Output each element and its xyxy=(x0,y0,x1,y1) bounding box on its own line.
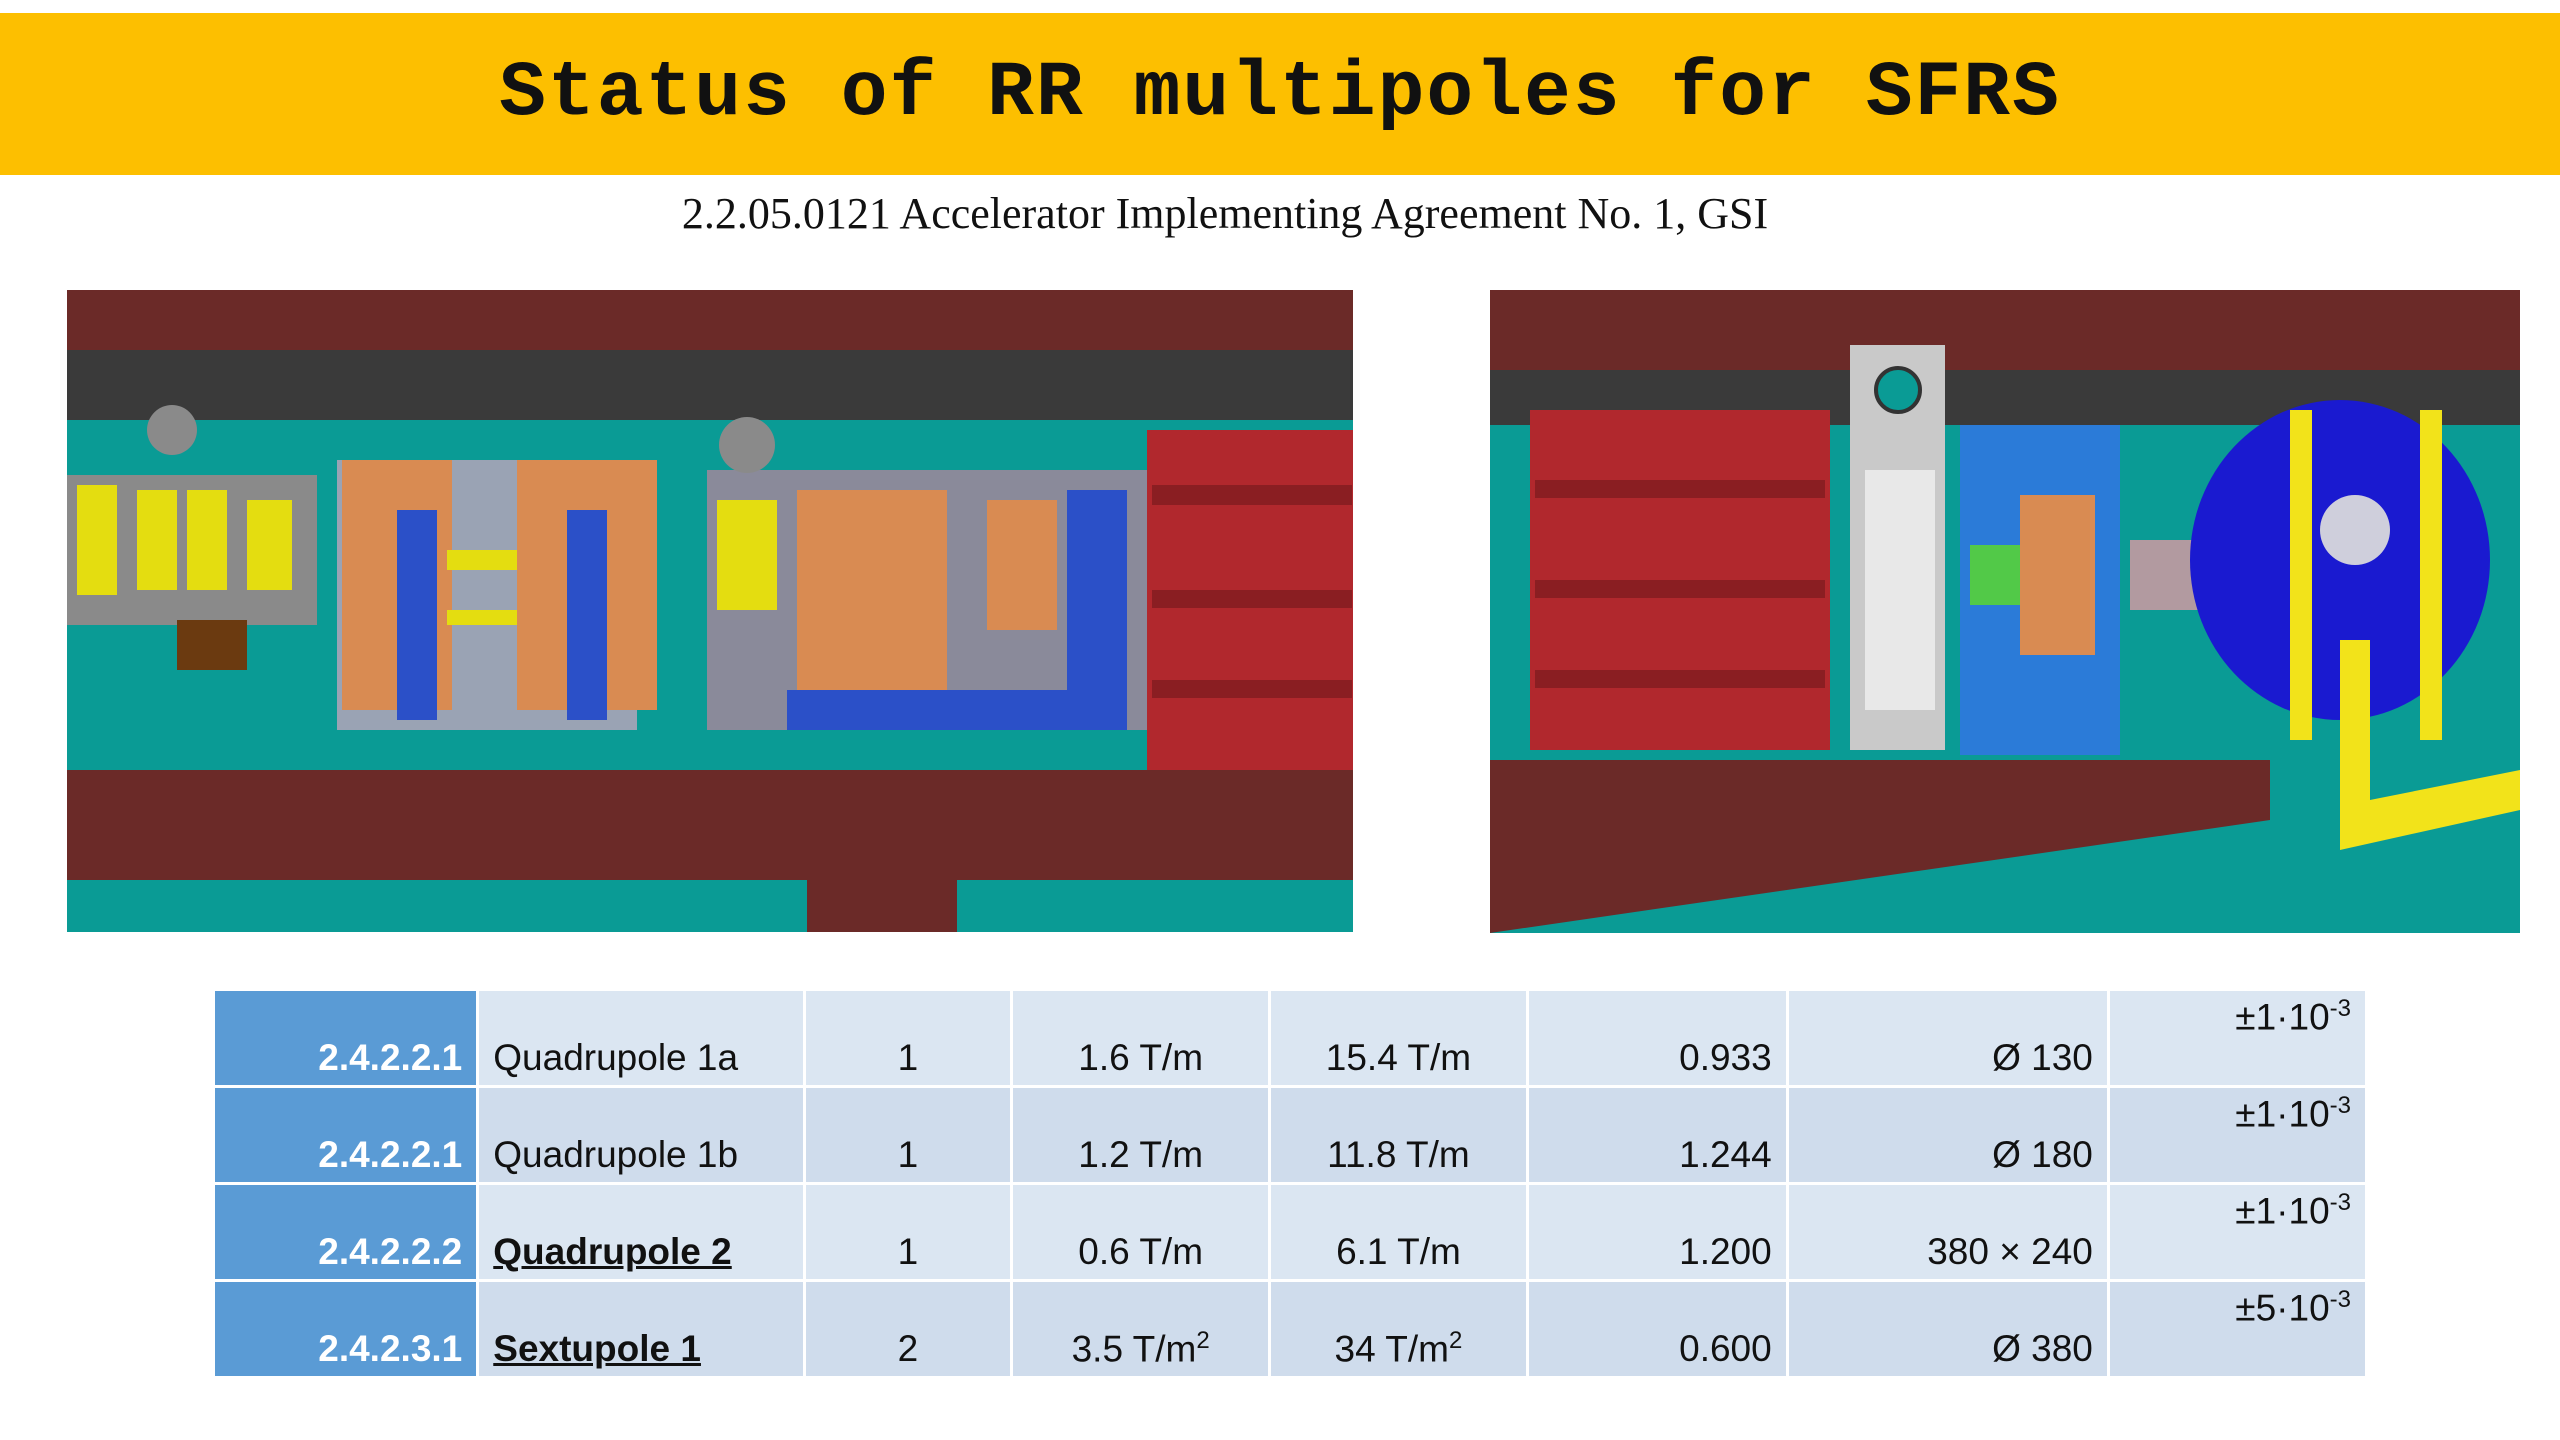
magnet-count: 1 xyxy=(805,1185,1011,1279)
cad-render-left xyxy=(67,290,1353,932)
field-tolerance: ±1·10-3 xyxy=(2109,1088,2365,1182)
field-tolerance: ±1·10-3 xyxy=(2109,991,2365,1085)
field-tolerance: ±1·10-3 xyxy=(2109,1185,2365,1279)
gradient-min: 1.6 T/m xyxy=(1013,991,1269,1085)
slide-subtitle: 2.2.05.0121 Accelerator Implementing Agr… xyxy=(681,189,1769,238)
table-row: 2.4.2.3.1 Sextupole 1 2 3.5 T/m2 34 T/m2… xyxy=(215,1282,2365,1376)
aperture: Ø 180 xyxy=(1788,1088,2107,1182)
magnet-length: 0.933 xyxy=(1528,991,1786,1085)
aperture: 380 × 240 xyxy=(1788,1185,2107,1279)
wbs-code: 2.4.2.2.2 xyxy=(215,1185,477,1279)
magnet-length: 0.600 xyxy=(1528,1282,1786,1376)
gradient-max: 6.1 T/m xyxy=(1271,1185,1526,1279)
magnet-length: 1.200 xyxy=(1528,1185,1786,1279)
magnet-length: 1.244 xyxy=(1528,1088,1786,1182)
slide-title: Status of RR multipoles for SFRS xyxy=(499,50,2061,138)
table-row: 2.4.2.2.1 Quadrupole 1b 1 1.2 T/m 11.8 T… xyxy=(215,1088,2365,1182)
gradient-min: 1.2 T/m xyxy=(1013,1088,1269,1182)
wbs-code: 2.4.2.2.1 xyxy=(215,1088,477,1182)
magnet-count: 2 xyxy=(805,1282,1011,1376)
gradient-min: 3.5 T/m2 xyxy=(1013,1282,1269,1376)
gradient-min: 0.6 T/m xyxy=(1013,1185,1269,1279)
title-bar: Status of RR multipoles for SFRS xyxy=(0,13,2560,175)
gradient-max: 11.8 T/m xyxy=(1271,1088,1526,1182)
table-row: 2.4.2.2.1 Quadrupole 1a 1 1.6 T/m 15.4 T… xyxy=(215,991,2365,1085)
table-row: 2.4.2.2.2 Quadrupole 2 1 0.6 T/m 6.1 T/m… xyxy=(215,1185,2365,1279)
multipole-spec-table: 2.4.2.2.1 Quadrupole 1a 1 1.6 T/m 15.4 T… xyxy=(212,988,2368,1379)
gradient-max: 15.4 T/m xyxy=(1271,991,1526,1085)
gradient-max: 34 T/m2 xyxy=(1271,1282,1526,1376)
magnet-name: Quadrupole 2 xyxy=(479,1185,803,1279)
magnet-name: Quadrupole 1b xyxy=(479,1088,803,1182)
magnet-count: 1 xyxy=(805,1088,1011,1182)
magnet-name: Sextupole 1 xyxy=(479,1282,803,1376)
magnet-name: Quadrupole 1a xyxy=(479,991,803,1085)
cad-render-right xyxy=(1490,290,2520,933)
magnet-count: 1 xyxy=(805,991,1011,1085)
field-tolerance: ±5·10-3 xyxy=(2109,1282,2365,1376)
wbs-code: 2.4.2.3.1 xyxy=(215,1282,477,1376)
aperture: Ø 130 xyxy=(1788,991,2107,1085)
aperture: Ø 380 xyxy=(1788,1282,2107,1376)
wbs-code: 2.4.2.2.1 xyxy=(215,991,477,1085)
